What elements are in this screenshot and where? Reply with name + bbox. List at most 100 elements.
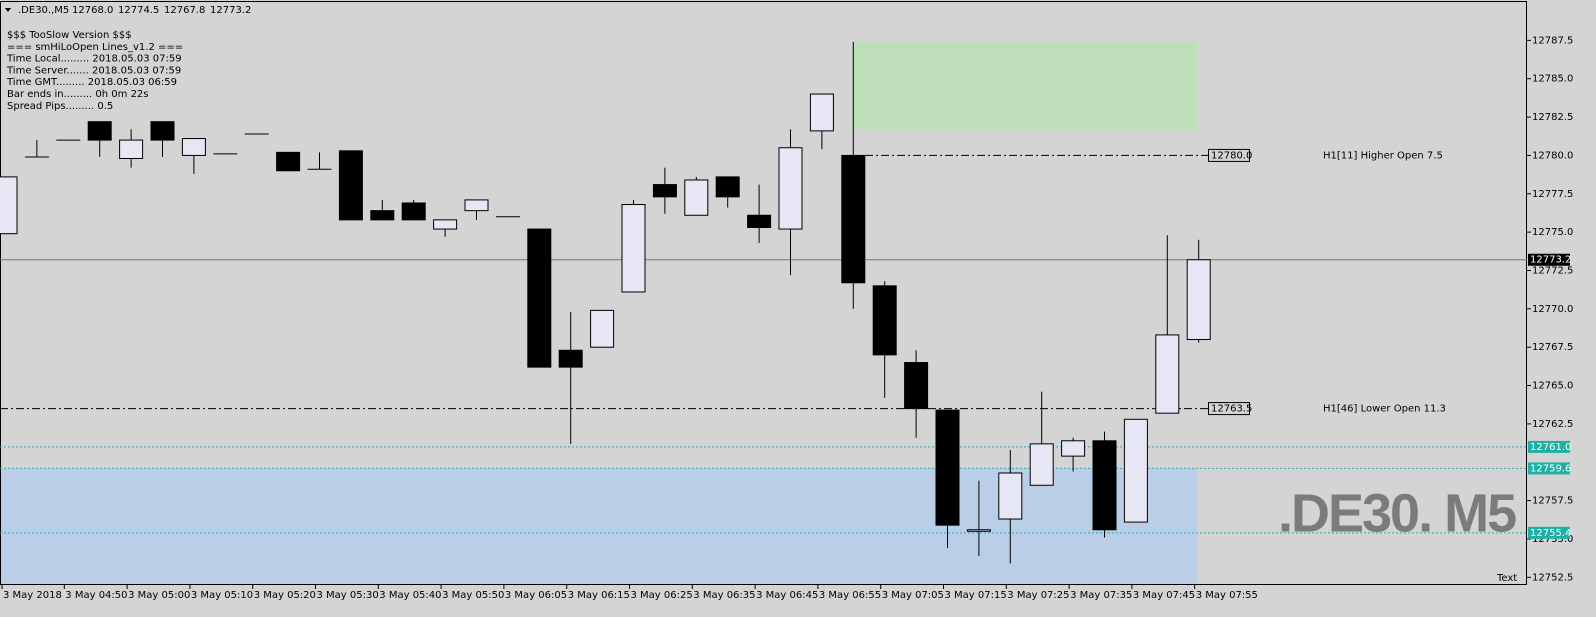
marker-label-bg <box>1528 462 1570 475</box>
candle-body <box>1123 418 1148 523</box>
candle-body <box>558 349 583 368</box>
header-value: 12774.5 <box>118 5 159 16</box>
info-line: Spread Pips......... 0.5 <box>7 101 113 112</box>
candle-body <box>841 154 866 284</box>
candle-body <box>401 202 426 221</box>
level-text: H1[46] Lower Open 11.3 <box>1323 404 1446 415</box>
info-line: Time Server....... 2018.05.03 07:59 <box>6 65 181 76</box>
marker-label: 12759.6 <box>1530 463 1571 474</box>
x-tick-label: 3 May 07:05 <box>882 590 944 601</box>
candle-body <box>747 214 772 229</box>
level-label: 12780.0 <box>1211 150 1252 161</box>
info-line: Bar ends in......... 0h 0m 22s <box>7 89 149 100</box>
candle-body <box>464 199 489 212</box>
x-tick-label: 3 May 05:50 <box>442 590 504 601</box>
candle-body <box>904 362 929 410</box>
x-tick-label: 3 May 2018 <box>3 590 62 601</box>
info-line: === smHiLoOpen Lines_v1.2 === <box>7 42 183 53</box>
info-line: Time Local......... 2018.05.03 07:59 <box>6 54 182 65</box>
marker-label: 12755.4 <box>1530 528 1571 539</box>
marker-label-bg <box>1528 440 1570 453</box>
y-tick-label: 12752.5 <box>1532 572 1573 583</box>
candle-body <box>935 409 960 526</box>
zone <box>852 41 1197 130</box>
x-tick-label: 3 May 07:45 <box>1133 590 1195 601</box>
x-tick-label: 3 May 07:55 <box>1196 590 1258 601</box>
candle-body <box>1186 259 1211 341</box>
candle-body <box>1092 440 1117 531</box>
x-tick-label: 3 May 06:45 <box>756 590 818 601</box>
level-label-box <box>1208 148 1250 162</box>
candle-body <box>809 93 834 132</box>
x-tick-label: 3 May 05:40 <box>379 590 441 601</box>
candle-body <box>715 176 740 198</box>
plot-frame <box>0 1 1527 585</box>
y-tick-label: 12770.0 <box>1532 304 1573 315</box>
candle-body <box>87 121 112 141</box>
candle-body <box>150 121 175 141</box>
y-tick-label: 12775.0 <box>1532 227 1573 238</box>
x-tick-label: 3 May 04:50 <box>65 590 127 601</box>
info-line: Time GMT......... 2018.05.03 06:59 <box>6 77 177 88</box>
header-value: 12768.0 <box>72 5 113 16</box>
corner-text: Text <box>1496 573 1517 584</box>
x-tick-label: 3 May 07:25 <box>1007 590 1069 601</box>
y-tick-label: 12780.0 <box>1532 150 1573 161</box>
candle-body <box>590 309 615 348</box>
y-tick-label: 12785.0 <box>1532 74 1573 85</box>
y-tick-label: 12757.5 <box>1532 496 1573 507</box>
candle-body <box>119 139 144 159</box>
header-value: 12767.8 <box>164 5 205 16</box>
menu-arrow[interactable] <box>5 8 11 12</box>
y-tick-label: 12777.5 <box>1532 189 1573 200</box>
current-price-label: 12773.2 <box>1530 255 1571 266</box>
candle-body <box>276 151 301 172</box>
symbol: .DE30.,M5 <box>18 5 69 16</box>
header-value: 12773.2 <box>210 5 251 16</box>
x-tick-label: 3 May 06:55 <box>819 590 881 601</box>
candle-body <box>998 472 1023 520</box>
x-tick-label: 3 May 06:05 <box>505 590 567 601</box>
level-label-box <box>1208 402 1250 416</box>
x-tick-label: 3 May 05:10 <box>191 590 253 601</box>
candle-body <box>1029 443 1054 486</box>
x-tick-label: 3 May 05:20 <box>254 590 316 601</box>
candle-body <box>778 147 803 230</box>
x-tick-label: 3 May 05:30 <box>317 590 379 601</box>
candle-body <box>338 150 363 221</box>
candle-body <box>433 219 458 230</box>
current-price-bg <box>1528 253 1570 266</box>
x-tick-label: 3 May 06:25 <box>631 590 693 601</box>
candle-body <box>684 179 709 216</box>
x-tick-label: 3 May 06:35 <box>693 590 755 601</box>
x-tick-label: 3 May 07:35 <box>1070 590 1132 601</box>
y-tick-label: 12762.5 <box>1532 419 1573 430</box>
info-line: $$$ TooSlow Version $$$ <box>7 30 132 41</box>
candle-body <box>0 176 18 235</box>
y-tick-label: 12755.0 <box>1532 534 1573 545</box>
x-tick-label: 3 May 05:00 <box>128 590 190 601</box>
x-tick-label: 3 May 06:15 <box>568 590 630 601</box>
y-tick-label: 12772.5 <box>1532 265 1573 276</box>
y-tick-label: 12787.5 <box>1532 35 1573 46</box>
level-label: 12763.5 <box>1211 404 1252 415</box>
candle-body <box>1155 334 1180 414</box>
y-tick-label: 12765.0 <box>1532 381 1573 392</box>
candle-body <box>370 210 395 221</box>
candle-body <box>181 138 206 156</box>
y-tick-label: 12767.5 <box>1532 342 1573 353</box>
candle-body <box>1061 440 1086 457</box>
level-text: H1[11] Higher Open 7.5 <box>1323 150 1443 161</box>
marker-label: 12761.0 <box>1530 442 1571 453</box>
candle-body <box>652 184 677 198</box>
candle-body <box>527 228 552 368</box>
candle-body <box>966 529 991 532</box>
zone <box>0 468 1197 585</box>
candle-body <box>621 204 646 293</box>
marker-label-bg <box>1528 526 1570 539</box>
candle-body <box>872 285 897 356</box>
watermark: .DE30. M5 <box>1278 483 1516 543</box>
x-tick-label: 3 May 07:15 <box>945 590 1007 601</box>
